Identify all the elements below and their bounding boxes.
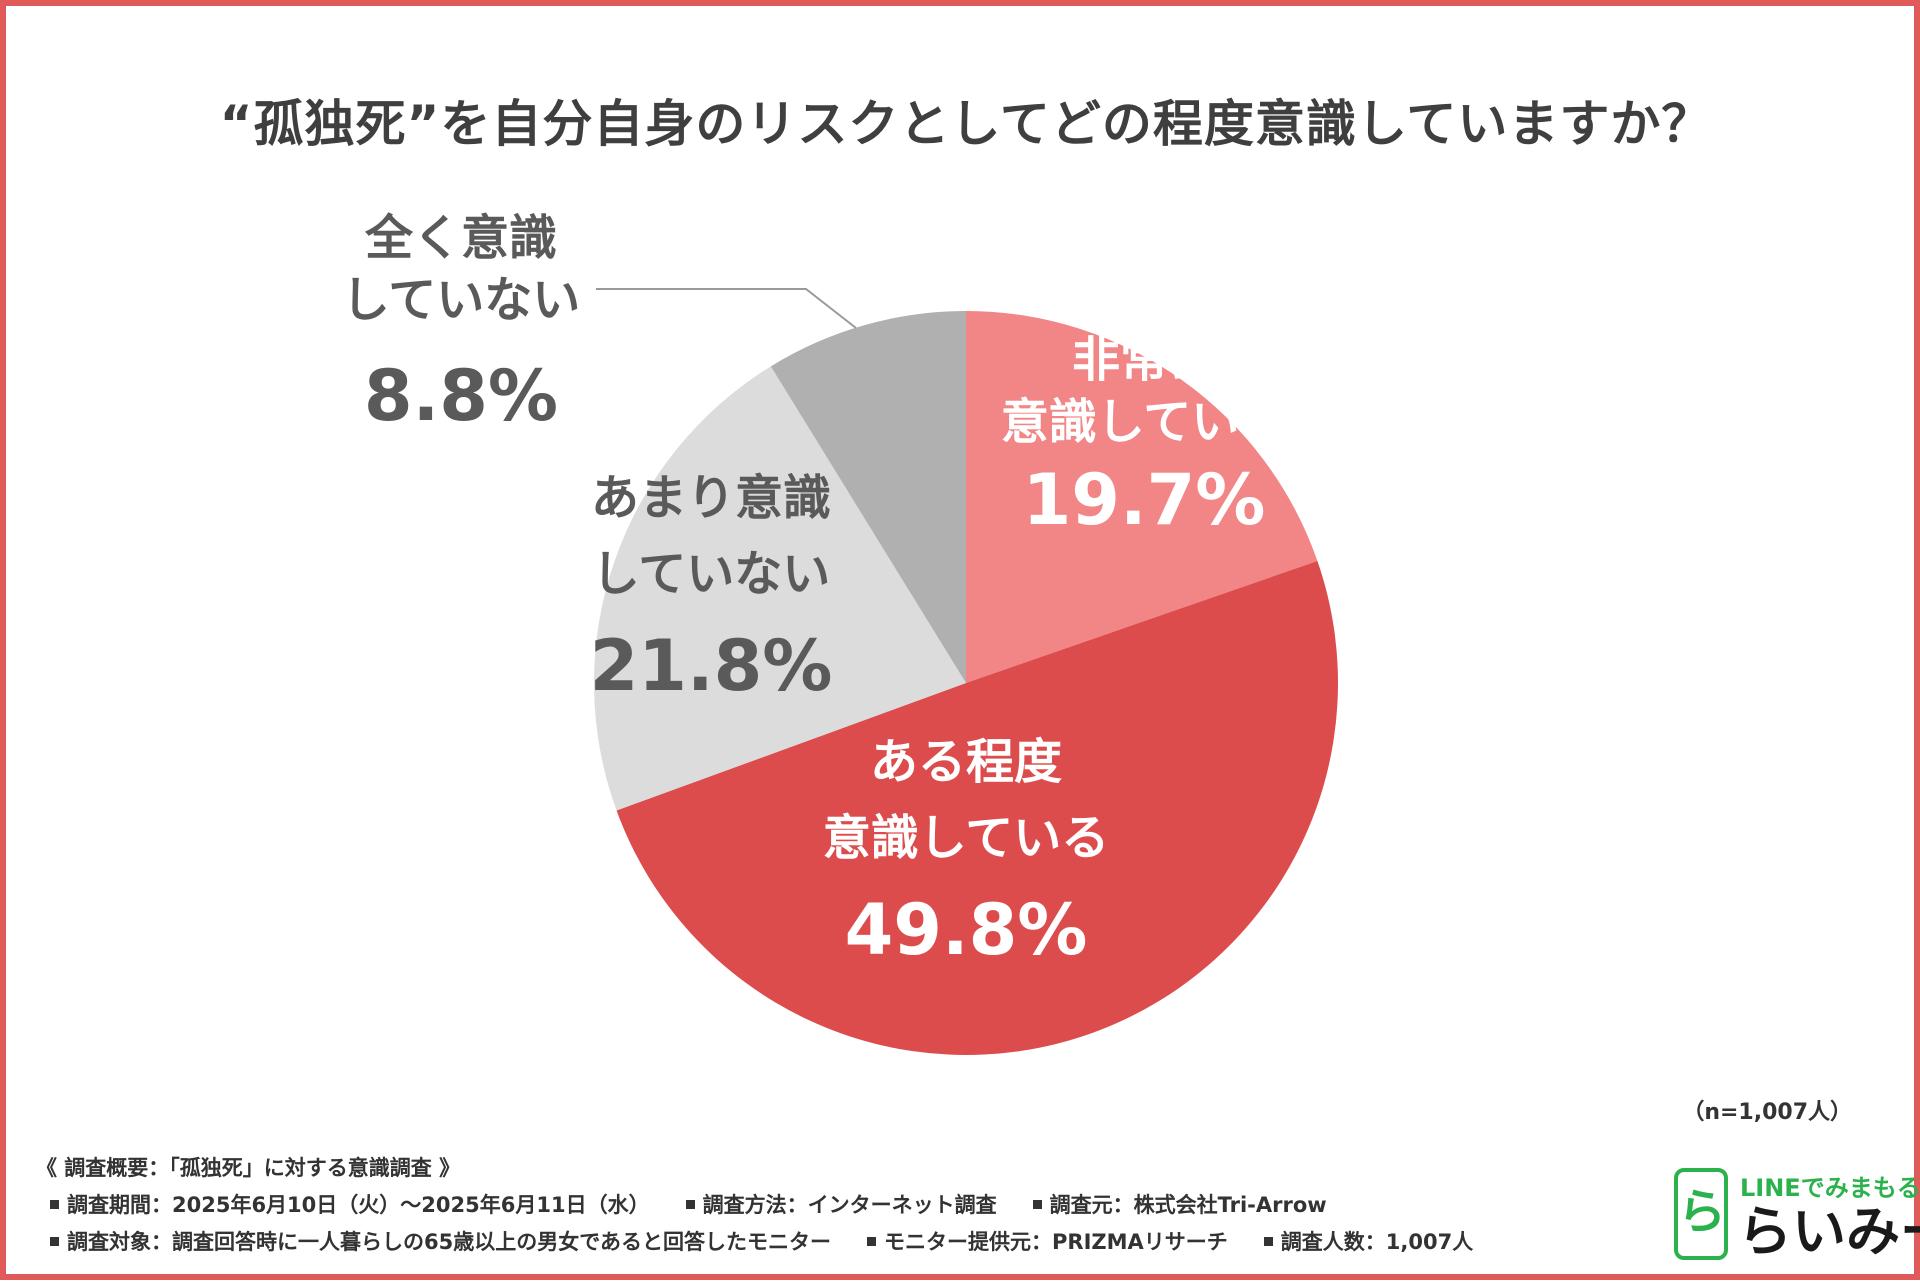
pie-chart: 非常に意識している 19.7%ある程度意識している 49.8%あまり意識していない 2… — [342, 210, 1339, 1056]
survey-count-text: 調査人数：1,007人 — [1280, 1230, 1474, 1254]
bullet-icon — [1263, 1236, 1273, 1246]
pie-slice — [593, 366, 966, 811]
slice-label: ある程度意識している 49.8% — [823, 734, 1110, 971]
slice-label-line: していない — [342, 272, 581, 328]
survey-method: 調査方法：インターネット調査 — [685, 1187, 997, 1224]
phone-icon: ら — [1674, 1168, 1728, 1260]
pie-slices — [593, 311, 1339, 1056]
survey-summary: 《 調査概要：「孤独死」に対する意識調査 》 調査期間：2025年6月10日（火… — [36, 1150, 1509, 1261]
bullet-icon — [50, 1236, 59, 1246]
label-leader-line — [596, 288, 857, 329]
pie-labels: 非常に意識している 19.7%ある程度意識している 49.8%あまり意識していない 2… — [342, 210, 1288, 971]
slice-value-label: 8.8% — [364, 355, 558, 437]
slice-label-line: 意識している — [823, 810, 1110, 866]
bullet-icon — [867, 1236, 877, 1246]
logo-tagline: LINEでみまもる — [1740, 1174, 1920, 1202]
survey-summary-row: 調査期間：2025年6月10日（火）～2025年6月11日（水） 調査方法：インタ… — [36, 1187, 1509, 1224]
survey-summary-row: 調査対象：調査回答時に一人暮らしの65歳以上の男女であると回答したモニター モニタ… — [36, 1224, 1509, 1261]
survey-source-text: 調査元：株式会社Tri-Arrow — [1049, 1193, 1327, 1217]
pie-slice — [770, 311, 966, 683]
logo-name: らいみー — [1738, 1200, 1920, 1263]
survey-period: 調査期間：2025年6月10日（火）～2025年6月11日（水） — [50, 1187, 650, 1224]
monitor-provider-text: モニター提供元：PRIZMAリサーチ — [884, 1230, 1228, 1254]
bullet-icon — [50, 1199, 59, 1209]
monitor-provider: モニター提供元：PRIZMAリサーチ — [867, 1224, 1228, 1261]
bullet-icon — [1032, 1199, 1042, 1209]
survey-summary-heading: 《 調査概要：「孤独死」に対する意識調査 》 — [36, 1156, 461, 1180]
slice-label-line: 意識している — [1001, 394, 1288, 450]
slice-label: あまり意識していない 21.8% — [590, 470, 833, 707]
slice-label-line: 全く意識 — [364, 210, 557, 266]
chart-title: “孤独死”を自分自身のリスクとしてどの程度意識していますか？ — [219, 95, 1713, 153]
slice-label: 全く意識していない 8.8% — [342, 210, 581, 437]
slice-label: 非常に意識している 19.7% — [1001, 332, 1288, 541]
survey-target: 調査対象：調査回答時に一人暮らしの65歳以上の男女であると回答したモニター — [50, 1224, 831, 1261]
survey-count: 調査人数：1,007人 — [1263, 1224, 1474, 1261]
survey-method-text: 調査方法：インターネット調査 — [702, 1193, 997, 1217]
sample-size-note: （n=1,007人） — [1682, 1100, 1852, 1125]
survey-source: 調査元：株式会社Tri-Arrow — [1032, 1187, 1327, 1224]
slice-value-label: 19.7% — [1023, 459, 1266, 541]
bullet-icon — [685, 1199, 695, 1209]
slice-label-line: していない — [592, 546, 831, 602]
survey-target-text: 調査対象：調査回答時に一人暮らしの65歳以上の男女であると回答したモニター — [67, 1230, 832, 1254]
slice-value-label: 49.8% — [845, 889, 1088, 971]
slice-label-line: あまり意識 — [591, 470, 831, 526]
pie-slice — [966, 311, 1318, 683]
slice-value-label: 21.8% — [590, 625, 833, 707]
logo-glyph: ら — [1678, 1184, 1727, 1240]
slice-label-line: ある程度 — [870, 734, 1062, 790]
raimi-logo: ら LINEでみまもる らいみー — [1674, 1168, 1920, 1263]
slice-label-line: 非常に — [1072, 332, 1216, 388]
pie-slice — [616, 560, 1339, 1056]
survey-period-text: 調査期間：2025年6月10日（火）～2025年6月11日（水） — [67, 1193, 650, 1217]
